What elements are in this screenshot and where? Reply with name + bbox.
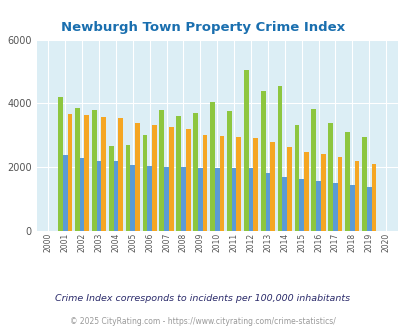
Bar: [151, 125, 156, 231]
Bar: [236, 137, 241, 231]
Bar: [164, 167, 168, 231]
Bar: [210, 102, 214, 231]
Bar: [248, 168, 253, 231]
Bar: [231, 168, 236, 231]
Bar: [214, 168, 219, 231]
Bar: [75, 108, 79, 231]
Bar: [277, 86, 282, 231]
Text: © 2025 CityRating.com - https://www.cityrating.com/crime-statistics/: © 2025 CityRating.com - https://www.city…: [70, 317, 335, 326]
Bar: [354, 161, 358, 231]
Bar: [101, 117, 106, 231]
Bar: [113, 161, 118, 231]
Bar: [286, 148, 291, 231]
Bar: [332, 183, 337, 231]
Bar: [366, 187, 371, 231]
Bar: [142, 135, 147, 231]
Bar: [315, 181, 320, 231]
Bar: [96, 161, 101, 231]
Bar: [294, 125, 298, 231]
Bar: [193, 113, 198, 231]
Bar: [109, 147, 113, 231]
Bar: [159, 110, 164, 231]
Bar: [328, 123, 332, 231]
Bar: [84, 115, 89, 231]
Bar: [168, 127, 173, 231]
Bar: [260, 91, 265, 231]
Bar: [270, 142, 274, 231]
Bar: [349, 185, 354, 231]
Bar: [176, 116, 181, 231]
Bar: [265, 173, 270, 231]
Bar: [282, 177, 286, 231]
Bar: [68, 114, 72, 231]
Bar: [147, 166, 151, 231]
Bar: [226, 112, 231, 231]
Bar: [298, 179, 303, 231]
Bar: [219, 136, 224, 231]
Bar: [303, 151, 308, 231]
Bar: [92, 110, 96, 231]
Bar: [198, 168, 202, 231]
Bar: [63, 155, 68, 231]
Bar: [361, 137, 366, 231]
Bar: [118, 118, 123, 231]
Bar: [185, 129, 190, 231]
Text: Newburgh Town Property Crime Index: Newburgh Town Property Crime Index: [61, 21, 344, 34]
Bar: [181, 167, 185, 231]
Bar: [58, 97, 63, 231]
Bar: [126, 145, 130, 231]
Bar: [371, 164, 375, 231]
Bar: [337, 157, 342, 231]
Text: Crime Index corresponds to incidents per 100,000 inhabitants: Crime Index corresponds to incidents per…: [55, 294, 350, 303]
Bar: [311, 109, 315, 231]
Bar: [253, 138, 258, 231]
Bar: [135, 122, 140, 231]
Bar: [320, 154, 325, 231]
Bar: [202, 135, 207, 231]
Bar: [243, 70, 248, 231]
Bar: [130, 165, 135, 231]
Bar: [79, 158, 84, 231]
Bar: [344, 132, 349, 231]
